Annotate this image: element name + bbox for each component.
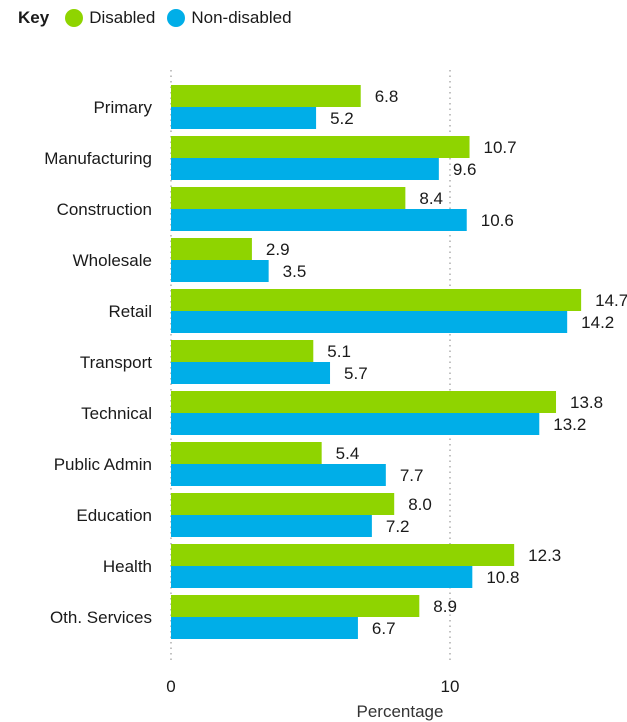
legend-item-non-disabled: Non-disabled bbox=[167, 8, 292, 28]
value-label-disabled-9: 12.3 bbox=[528, 546, 561, 565]
bar-non-disabled-9 bbox=[171, 566, 473, 588]
value-label-non-disabled-8: 7.2 bbox=[386, 517, 410, 536]
category-label-7: Public Admin bbox=[54, 455, 152, 474]
value-label-non-disabled-6: 13.2 bbox=[553, 415, 586, 434]
value-label-disabled-8: 8.0 bbox=[408, 495, 432, 514]
x-axis-label: Percentage bbox=[357, 702, 444, 721]
legend-key-label: Key bbox=[18, 8, 50, 27]
bar-non-disabled-3 bbox=[171, 260, 269, 282]
bar-non-disabled-7 bbox=[171, 464, 386, 486]
category-label-6: Technical bbox=[81, 404, 152, 423]
value-label-non-disabled-10: 6.7 bbox=[372, 619, 396, 638]
value-label-disabled-7: 5.4 bbox=[336, 444, 360, 463]
bar-non-disabled-6 bbox=[171, 413, 540, 435]
value-label-disabled-1: 10.7 bbox=[484, 138, 517, 157]
bar-non-disabled-2 bbox=[171, 209, 467, 231]
value-label-disabled-10: 8.9 bbox=[433, 597, 457, 616]
bar-disabled-2 bbox=[171, 187, 406, 209]
category-label-3: Wholesale bbox=[73, 251, 152, 270]
category-label-1: Manufacturing bbox=[44, 149, 152, 168]
bar-non-disabled-8 bbox=[171, 515, 372, 537]
bar-disabled-4 bbox=[171, 289, 582, 311]
category-label-9: Health bbox=[103, 557, 152, 576]
value-label-disabled-2: 8.4 bbox=[419, 189, 443, 208]
value-label-non-disabled-9: 10.8 bbox=[486, 568, 519, 587]
legend-swatch-disabled bbox=[65, 9, 84, 27]
bar-disabled-7 bbox=[171, 442, 322, 464]
bar-disabled-10 bbox=[171, 595, 420, 617]
bar-disabled-9 bbox=[171, 544, 515, 566]
category-label-10: Oth. Services bbox=[50, 608, 152, 627]
legend-label-disabled: Disabled bbox=[89, 8, 156, 27]
x-tick-label-0: 0 bbox=[166, 677, 175, 696]
category-label-0: Primary bbox=[93, 98, 152, 117]
value-label-non-disabled-5: 5.7 bbox=[344, 364, 368, 383]
category-label-5: Transport bbox=[80, 353, 152, 372]
category-label-2: Construction bbox=[57, 200, 152, 219]
value-label-non-disabled-1: 9.6 bbox=[453, 160, 477, 179]
value-label-non-disabled-4: 14.2 bbox=[581, 313, 614, 332]
value-label-disabled-3: 2.9 bbox=[266, 240, 290, 259]
legend: Key Disabled Non-disabled bbox=[18, 8, 304, 28]
x-tick-label-10: 10 bbox=[441, 677, 460, 696]
bar-disabled-3 bbox=[171, 238, 252, 260]
category-label-4: Retail bbox=[109, 302, 152, 321]
value-label-non-disabled-2: 10.6 bbox=[481, 211, 514, 230]
legend-swatch-non-disabled bbox=[167, 9, 186, 27]
bar-non-disabled-1 bbox=[171, 158, 439, 180]
bar-non-disabled-0 bbox=[171, 107, 317, 129]
bar-non-disabled-4 bbox=[171, 311, 568, 333]
legend-item-disabled: Disabled bbox=[65, 8, 155, 28]
bar-non-disabled-10 bbox=[171, 617, 358, 639]
value-label-disabled-0: 6.8 bbox=[375, 87, 399, 106]
value-label-disabled-6: 13.8 bbox=[570, 393, 603, 412]
bar-disabled-8 bbox=[171, 493, 395, 515]
value-label-non-disabled-7: 7.7 bbox=[400, 466, 424, 485]
bar-disabled-1 bbox=[171, 136, 470, 158]
legend-label-non-disabled: Non-disabled bbox=[191, 8, 292, 27]
category-label-8: Education bbox=[76, 506, 152, 525]
value-label-non-disabled-3: 3.5 bbox=[283, 262, 307, 281]
value-label-non-disabled-0: 5.2 bbox=[330, 109, 354, 128]
bar-disabled-5 bbox=[171, 340, 314, 362]
bar-disabled-0 bbox=[171, 85, 361, 107]
bar-non-disabled-5 bbox=[171, 362, 331, 384]
bar-disabled-6 bbox=[171, 391, 557, 413]
value-label-disabled-5: 5.1 bbox=[327, 342, 351, 361]
value-label-disabled-4: 14.7 bbox=[595, 291, 627, 310]
